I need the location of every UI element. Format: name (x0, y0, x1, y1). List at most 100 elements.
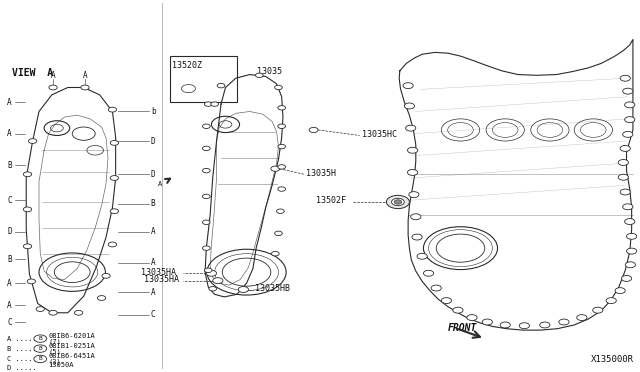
Circle shape (206, 270, 216, 276)
Text: A: A (158, 180, 163, 186)
Circle shape (620, 75, 630, 81)
Circle shape (202, 246, 210, 250)
Circle shape (278, 124, 285, 128)
Circle shape (28, 139, 36, 144)
Circle shape (519, 323, 529, 328)
FancyBboxPatch shape (170, 56, 237, 102)
Circle shape (110, 176, 118, 180)
Circle shape (24, 172, 31, 177)
Circle shape (110, 209, 118, 214)
Text: (7): (7) (49, 339, 61, 345)
Circle shape (202, 220, 210, 225)
Text: B: B (38, 356, 42, 362)
Text: D: D (151, 170, 156, 179)
Circle shape (255, 73, 263, 77)
Text: A: A (83, 71, 87, 80)
Circle shape (623, 88, 633, 94)
Text: 13035HA: 13035HA (145, 275, 179, 284)
Circle shape (102, 273, 110, 278)
Text: X135000R: X135000R (591, 356, 634, 365)
Text: VIEW  A: VIEW A (12, 68, 53, 78)
Circle shape (34, 355, 47, 363)
Circle shape (625, 102, 635, 108)
Circle shape (627, 233, 637, 239)
Circle shape (442, 298, 452, 304)
Text: A: A (7, 301, 12, 310)
Text: B: B (7, 255, 12, 264)
Text: 13035HB: 13035HB (255, 284, 290, 293)
Text: 08IB6-6201A: 08IB6-6201A (49, 333, 95, 339)
Circle shape (278, 144, 285, 149)
Circle shape (559, 319, 569, 325)
Text: C: C (7, 196, 12, 205)
Circle shape (625, 262, 636, 268)
Circle shape (49, 85, 57, 90)
Circle shape (577, 315, 587, 321)
Circle shape (620, 189, 630, 195)
Circle shape (606, 298, 616, 304)
Circle shape (392, 198, 404, 206)
Circle shape (540, 322, 550, 328)
Circle shape (271, 166, 280, 171)
Circle shape (406, 125, 416, 131)
Circle shape (618, 174, 628, 180)
Circle shape (36, 307, 44, 311)
Text: D: D (7, 227, 12, 236)
Circle shape (394, 200, 402, 204)
Circle shape (623, 131, 633, 137)
Circle shape (408, 147, 418, 153)
Circle shape (625, 219, 635, 225)
Circle shape (34, 335, 47, 342)
Text: A: A (7, 98, 12, 107)
Circle shape (49, 310, 57, 315)
Circle shape (204, 268, 212, 273)
Circle shape (276, 209, 284, 214)
Circle shape (204, 102, 212, 106)
Text: A .....: A ..... (7, 336, 37, 341)
Circle shape (615, 288, 625, 294)
Text: FRONT: FRONT (448, 323, 477, 333)
Circle shape (108, 107, 116, 112)
Circle shape (275, 231, 282, 235)
Circle shape (24, 244, 31, 249)
Circle shape (453, 307, 463, 313)
Circle shape (81, 85, 89, 90)
Text: (5): (5) (49, 348, 61, 355)
Circle shape (618, 160, 628, 166)
Text: C: C (151, 310, 156, 319)
Circle shape (417, 253, 428, 259)
Circle shape (202, 169, 210, 173)
Circle shape (24, 207, 31, 212)
Text: D: D (151, 137, 156, 145)
Circle shape (500, 322, 510, 328)
Circle shape (110, 141, 118, 145)
Text: B: B (151, 199, 156, 208)
Text: 13035HC: 13035HC (362, 130, 397, 139)
Text: B: B (38, 346, 42, 351)
Circle shape (202, 194, 210, 199)
Text: 13035HA: 13035HA (141, 267, 176, 277)
Circle shape (404, 103, 415, 109)
Text: 13050A: 13050A (49, 362, 74, 368)
Circle shape (409, 192, 419, 198)
Text: A: A (151, 227, 156, 236)
Text: C: C (7, 318, 12, 327)
Circle shape (278, 106, 285, 110)
Circle shape (627, 248, 637, 254)
Circle shape (97, 296, 106, 301)
Circle shape (403, 83, 413, 89)
Text: 13502F: 13502F (316, 196, 346, 205)
Text: A: A (51, 71, 56, 80)
Circle shape (34, 345, 47, 352)
Circle shape (482, 319, 492, 325)
Circle shape (278, 165, 285, 169)
Circle shape (202, 146, 210, 151)
Text: 08IB1-0251A: 08IB1-0251A (49, 343, 95, 349)
Text: b: b (151, 107, 156, 116)
Circle shape (620, 145, 630, 151)
Circle shape (271, 251, 279, 256)
Circle shape (408, 170, 418, 175)
Circle shape (211, 102, 218, 106)
Circle shape (411, 214, 421, 220)
Circle shape (467, 315, 477, 321)
